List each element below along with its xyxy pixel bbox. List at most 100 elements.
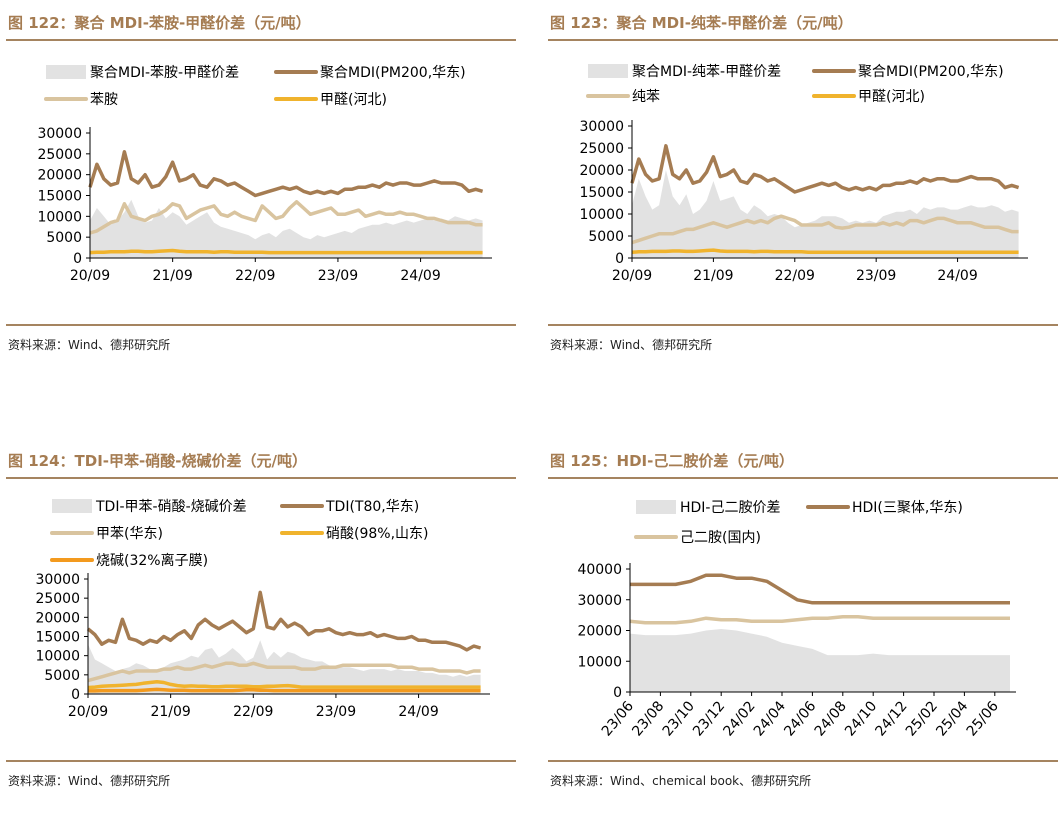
- y-tick-label: 25000: [37, 147, 82, 163]
- y-tick-label: 5000: [46, 230, 82, 246]
- y-tick-label: 10000: [35, 649, 80, 665]
- x-tick-label: 24/08: [812, 698, 850, 739]
- bottom-rule: [6, 324, 516, 326]
- y-tick-label: 10000: [577, 654, 622, 670]
- legend-swatch: [46, 65, 86, 79]
- y-tick-label: 20000: [577, 624, 622, 640]
- chart-panel-123: 图 123：聚合 MDI-纯苯-甲醛价差（元/吨） 0 5000 10000 1500…: [548, 8, 1058, 378]
- series-area-0: [630, 629, 1010, 692]
- x-tick-label: 24/09: [400, 268, 440, 284]
- series-line-1: [630, 573, 1010, 605]
- x-tick-label: 22/09: [233, 704, 273, 720]
- bottom-rule: [548, 760, 1058, 762]
- series-line-1: [86, 590, 482, 652]
- series-line-4: [88, 687, 481, 693]
- legend-label: 甲醛(河北): [320, 92, 387, 108]
- x-tick-label: 25/06: [964, 698, 1002, 739]
- x-tick-label: 24/10: [842, 698, 880, 739]
- legend-label: 甲醛(河北): [858, 89, 925, 105]
- y-tick-label: 0: [73, 251, 82, 267]
- series-line-1: [88, 150, 484, 198]
- chart-125: 0 10000 20000 30000 40000 23/0623/0823/1023/1…: [577, 500, 1016, 739]
- x-tick-label: 22/09: [775, 268, 815, 284]
- legend-label: 烧碱(32%离子膜): [96, 552, 208, 569]
- source-note: 资料来源：Wind、chemical book、德邦研究所: [550, 774, 812, 788]
- source-note: 资料来源：Wind、德邦研究所: [8, 338, 171, 352]
- panel-title: 图 125：HDI-己二胺价差（元/吨）: [550, 452, 794, 470]
- y-tick-label: 0: [71, 687, 80, 703]
- title-rule: [548, 477, 1058, 479]
- x-tick-label: 24/09: [937, 268, 977, 284]
- x-tick-label: 21/09: [152, 268, 192, 284]
- y-tick-label: 15000: [579, 185, 624, 201]
- x-tick-label: 23/09: [856, 268, 896, 284]
- title-rule: [6, 39, 516, 41]
- legend-label: 聚合MDI(PM200,华东): [858, 64, 1004, 80]
- y-tick-label: 25000: [35, 591, 80, 607]
- source-note: 资料来源：Wind、德邦研究所: [550, 338, 713, 352]
- x-tick-label: 21/09: [150, 704, 190, 720]
- y-tick-label: 30000: [37, 126, 82, 142]
- legend-label: 聚合MDI(PM200,华东): [320, 65, 466, 81]
- x-tick-label: 23/06: [599, 698, 637, 739]
- title-rule: [548, 39, 1058, 41]
- series-line-1: [630, 144, 1020, 194]
- x-tick-label: 24/09: [398, 704, 438, 720]
- legend-label: 纯苯: [632, 88, 660, 105]
- legend-label: 聚合MDI-苯胺-甲醛价差: [90, 64, 239, 81]
- x-tick-label: 25/02: [903, 698, 941, 739]
- series-line-2: [629, 614, 1010, 625]
- x-tick-label: 20/09: [612, 268, 652, 284]
- legend-swatch: [52, 499, 92, 513]
- series-area-0: [90, 199, 483, 258]
- bottom-rule: [6, 760, 516, 762]
- x-tick-label: 23/08: [629, 698, 667, 739]
- x-tick-label: 23/10: [660, 698, 698, 739]
- x-tick-label: 20/09: [68, 704, 108, 720]
- series-line-3: [631, 248, 1019, 255]
- legend-swatch: [588, 64, 628, 78]
- y-tick-label: 15000: [37, 189, 82, 205]
- x-tick-label: 24/02: [720, 698, 758, 739]
- legend-label: 己二胺(国内): [680, 530, 761, 546]
- chart-panel-124: 图 124：TDI-甲苯-硝酸-烧碱价差（元/吨） 0 5000 10000 1500…: [6, 446, 516, 816]
- y-tick-label: 15000: [35, 630, 80, 646]
- legend-swatch: [636, 500, 676, 514]
- y-tick-label: 30000: [579, 119, 624, 135]
- panel-title: 图 124：TDI-甲苯-硝酸-烧碱价差（元/吨）: [8, 452, 307, 470]
- y-tick-label: 5000: [588, 229, 624, 245]
- chart-123: 0 5000 10000 15000 20000 25000 30000 20/09 21/09…: [579, 63, 1028, 284]
- y-tick-label: 20000: [37, 168, 82, 184]
- x-tick-label: 23/12: [690, 698, 728, 739]
- x-tick-label: 25/04: [933, 698, 971, 739]
- y-tick-label: 0: [613, 685, 622, 701]
- source-note: 资料来源：Wind、德邦研究所: [8, 774, 171, 788]
- chart-124: 0 5000 10000 15000 20000 25000 30000 20/09 21/09…: [35, 498, 490, 720]
- chart-panel-125: 图 125：HDI-己二胺价差（元/吨） 0 10000 20000 30000 400…: [548, 446, 1058, 816]
- y-tick-label: 25000: [579, 141, 624, 157]
- legend-label: HDI-己二胺价差: [680, 500, 781, 516]
- series-area-0: [632, 170, 1019, 258]
- x-tick-label: 21/09: [693, 268, 733, 284]
- y-tick-label: 20000: [579, 163, 624, 179]
- x-tick-label: 23/09: [316, 704, 356, 720]
- y-tick-label: 40000: [577, 562, 622, 578]
- series-line-3: [87, 679, 481, 690]
- legend-label: HDI(三聚体,华东): [852, 500, 963, 516]
- y-tick-label: 30000: [35, 572, 80, 588]
- legend-label: 甲苯(华东): [96, 525, 163, 542]
- x-tick-label: 24/06: [781, 698, 819, 739]
- x-tick-label: 20/09: [70, 268, 110, 284]
- y-tick-label: 0: [615, 251, 624, 267]
- legend-label: 硝酸(98%,山东): [326, 526, 429, 542]
- legend-label: 苯胺: [90, 91, 118, 108]
- title-rule: [6, 477, 516, 479]
- panel-title: 图 123：聚合 MDI-纯苯-甲醛价差（元/吨）: [550, 14, 853, 32]
- y-tick-label: 30000: [577, 593, 622, 609]
- x-tick-label: 22/09: [235, 268, 275, 284]
- panel-title: 图 122：聚合 MDI-苯胺-甲醛价差（元/吨）: [8, 14, 311, 32]
- x-tick-label: 24/12: [872, 698, 910, 739]
- legend-label: TDI(T80,华东): [325, 499, 419, 515]
- y-tick-label: 10000: [37, 209, 82, 225]
- series-line-3: [89, 248, 483, 255]
